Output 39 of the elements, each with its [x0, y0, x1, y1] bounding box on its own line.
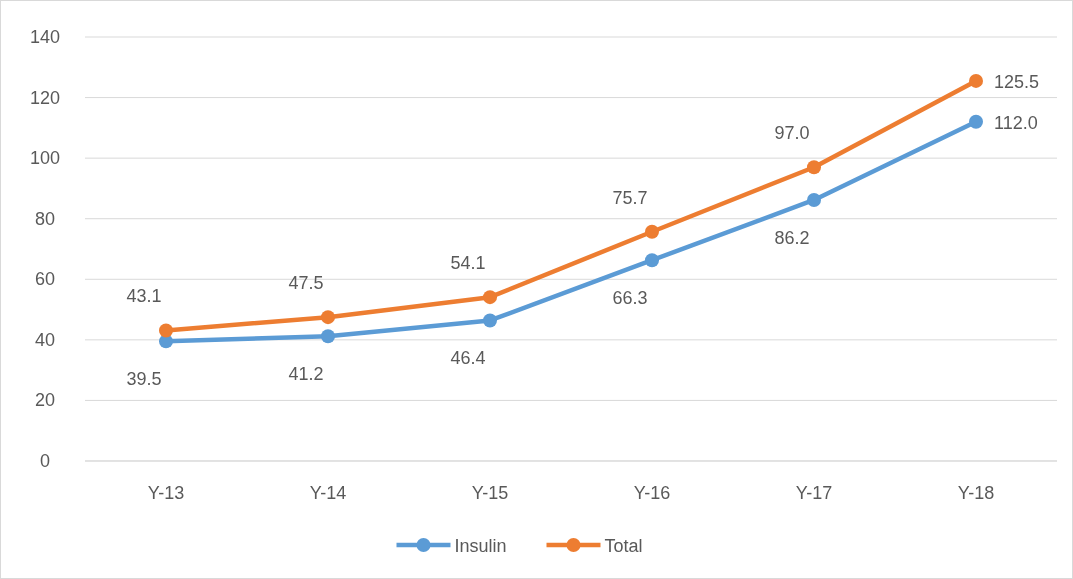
- y-tick-label: 140: [29, 27, 61, 47]
- point: [483, 313, 497, 328]
- data-label: 66.3: [612, 288, 648, 309]
- data-label: 125.5: [994, 71, 1040, 92]
- x-tick-label: Y-15: [471, 483, 509, 503]
- point: [969, 73, 983, 88]
- data-label: 54.1: [450, 253, 486, 274]
- y-tick-label: 80: [34, 208, 56, 229]
- data-label: 75.7: [612, 187, 648, 208]
- y-tick-label: 40: [34, 329, 56, 350]
- y-tick-label: 100: [29, 148, 61, 169]
- y-tick-label: 60: [34, 269, 56, 290]
- point: [645, 224, 659, 239]
- point: [321, 310, 335, 325]
- point: [969, 114, 983, 129]
- legend-label: Total: [604, 536, 643, 556]
- x-tick-label: Y-14: [309, 483, 347, 503]
- data-label: 47.5: [288, 273, 324, 294]
- x-tick-label: Y-18: [957, 483, 995, 503]
- x-tick-label: Y-16: [633, 483, 671, 503]
- x-tick-label: Y-17: [795, 483, 833, 503]
- data-label: 41.2: [288, 364, 324, 385]
- point: [807, 160, 821, 175]
- point: [321, 329, 335, 344]
- data-label: 86.2: [774, 227, 810, 248]
- y-tick-label: 120: [29, 87, 61, 108]
- legend-label: Insulin: [454, 536, 507, 556]
- data-label: 39.5: [126, 369, 162, 390]
- point: [807, 192, 821, 207]
- data-label: 46.4: [450, 348, 486, 369]
- y-tick-label: 0: [39, 451, 51, 471]
- data-label: 112.0: [994, 112, 1038, 133]
- data-label: 43.1: [126, 286, 162, 307]
- point: [159, 323, 173, 338]
- x-tick-label: Y-13: [147, 483, 185, 503]
- point: [483, 290, 497, 305]
- point: [645, 253, 659, 268]
- data-label: 97.0: [774, 123, 810, 144]
- y-tick-label: 20: [34, 390, 56, 411]
